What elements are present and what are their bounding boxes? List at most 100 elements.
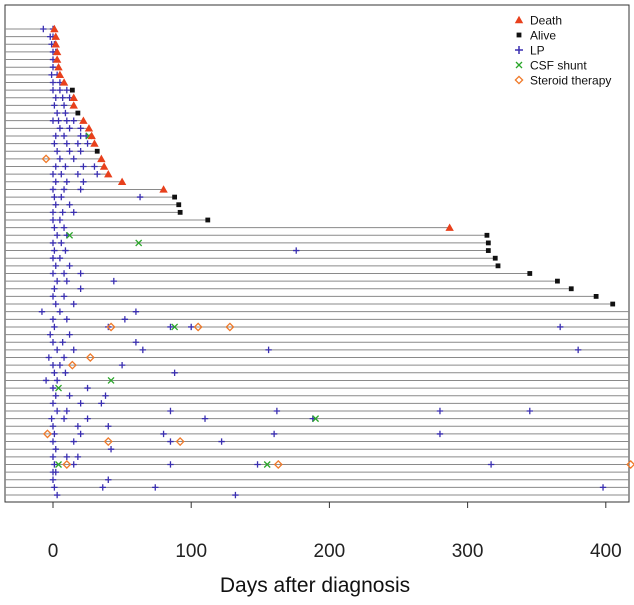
x-axis: 0 100 200 300 400 xyxy=(48,502,622,562)
death-mark xyxy=(69,101,78,109)
lp-mark xyxy=(52,446,59,453)
lp-mark xyxy=(51,102,58,109)
lp-mark xyxy=(51,247,58,254)
lp-mark xyxy=(63,178,71,185)
lp-mark xyxy=(66,331,73,338)
death-mark xyxy=(445,223,454,231)
alive-mark xyxy=(94,148,100,154)
lp-mark xyxy=(66,201,73,208)
death-mark xyxy=(59,78,69,86)
lp-mark xyxy=(49,400,57,407)
steroid-therapy-mark xyxy=(42,429,52,439)
lp-mark xyxy=(60,224,68,231)
csf-shunt-mark xyxy=(171,323,179,331)
steroid-therapy-mark xyxy=(62,459,72,469)
steroid-therapy-mark xyxy=(41,154,51,164)
lp-mark xyxy=(63,117,71,124)
lp-mark xyxy=(49,270,57,277)
lp-mark xyxy=(60,102,68,109)
legend-label: Death xyxy=(530,14,562,28)
lp-mark xyxy=(51,484,58,491)
lp-mark xyxy=(49,186,57,193)
lp-mark xyxy=(167,461,174,468)
death-mark xyxy=(50,24,59,33)
lp-mark xyxy=(51,140,58,147)
lp-mark xyxy=(70,346,77,354)
alive-mark xyxy=(69,87,75,93)
lp-mark xyxy=(49,453,57,461)
lp-mark xyxy=(49,239,57,247)
death-mark xyxy=(79,116,88,124)
lp-mark xyxy=(40,25,47,33)
lp-mark xyxy=(56,361,64,369)
lp-mark xyxy=(60,132,68,140)
lp-mark xyxy=(53,346,61,354)
lp-mark xyxy=(84,415,91,422)
lp-mark xyxy=(56,155,64,163)
steroid-therapy-mark xyxy=(106,322,116,332)
lp-mark xyxy=(53,407,61,415)
lp-mark xyxy=(58,239,65,247)
alive-mark xyxy=(485,240,491,246)
lp-mark xyxy=(52,132,59,140)
legend-label: Steroid therapy xyxy=(530,74,611,88)
lp-mark xyxy=(58,193,65,201)
lp-mark xyxy=(293,247,300,254)
death-mark xyxy=(104,169,113,178)
lp-mark xyxy=(52,178,59,185)
csf-shunt-mark xyxy=(55,461,62,468)
lp-mark xyxy=(105,476,112,483)
lp-mark xyxy=(77,270,84,277)
alive-mark xyxy=(492,255,498,261)
csf-shunt-mark xyxy=(107,376,115,384)
lp-mark xyxy=(201,415,209,422)
lp-mark xyxy=(599,484,607,491)
lp-mark xyxy=(94,170,101,178)
death-mark xyxy=(97,154,106,163)
lp-mark xyxy=(132,308,140,315)
death-mark xyxy=(117,177,127,185)
alive-mark xyxy=(484,232,490,238)
lp-mark xyxy=(167,407,174,415)
lp-mark xyxy=(51,369,58,376)
lp-mark xyxy=(84,140,91,147)
lp-mark xyxy=(91,163,98,170)
lp-mark xyxy=(60,415,68,422)
lp-mark xyxy=(98,400,105,407)
lp-mark xyxy=(49,86,57,94)
lp-mark xyxy=(77,148,84,155)
legend-label: CSF shunt xyxy=(530,59,587,73)
death-mark xyxy=(52,47,62,56)
lp-mark xyxy=(66,148,73,155)
alive-mark xyxy=(555,278,560,284)
lp-mark xyxy=(436,407,444,415)
alive-mark xyxy=(593,294,599,299)
alive-mark xyxy=(177,209,183,215)
x-tick-label: 0 xyxy=(48,541,59,562)
alive-mark xyxy=(172,194,178,200)
lp-mark xyxy=(52,94,59,101)
lp-mark xyxy=(51,323,58,331)
death-mark xyxy=(54,63,63,71)
legend-label: LP xyxy=(530,44,545,58)
death-mark xyxy=(90,139,99,147)
lp-mark xyxy=(53,491,61,499)
steroid-therapy-mark xyxy=(273,459,283,469)
lp-mark xyxy=(99,484,106,491)
lp-mark xyxy=(84,384,91,392)
x-tick-label: 100 xyxy=(175,541,207,562)
lp-mark xyxy=(118,361,126,369)
lp-mark xyxy=(171,369,178,376)
lp-mark xyxy=(52,468,59,476)
lp-mark xyxy=(63,140,71,147)
lp-mark xyxy=(107,446,115,453)
lp-mark xyxy=(188,323,195,331)
lp-mark xyxy=(56,216,64,224)
lp-mark xyxy=(58,170,65,178)
alive-mark xyxy=(495,263,501,269)
lp-mark xyxy=(56,125,64,132)
lp-mark xyxy=(60,354,68,361)
lp-mark xyxy=(49,316,57,323)
death-mark xyxy=(52,55,62,63)
